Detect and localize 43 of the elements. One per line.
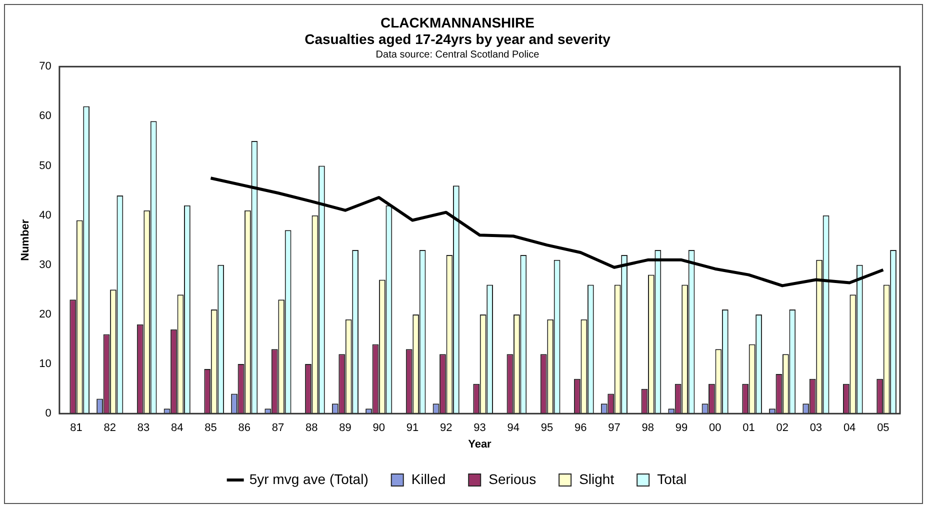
x-tick-label: 87 <box>272 422 284 434</box>
x-tick-label: 03 <box>810 422 822 434</box>
x-tick-label: 86 <box>238 422 250 434</box>
legend-label: Total <box>657 470 687 487</box>
y-tick-label: 60 <box>39 110 52 122</box>
x-tick-label: 96 <box>574 422 587 434</box>
source-note: Data source: Central Scotland Police <box>376 49 540 60</box>
x-tick-label: 99 <box>675 422 688 434</box>
legend-label: Serious <box>488 470 536 487</box>
y-tick-label: 0 <box>45 408 52 420</box>
x-tick-label: 92 <box>440 422 452 434</box>
x-tick-label: 90 <box>372 422 385 434</box>
x-tick-label: 84 <box>170 422 184 434</box>
x-tick-label: 95 <box>540 422 554 434</box>
x-tick-label: 93 <box>474 422 486 434</box>
x-tick-label: 89 <box>339 422 352 434</box>
x-tick-label: 82 <box>104 422 116 434</box>
legend-label: 5yr mvg ave (Total) <box>249 470 368 487</box>
x-tick-label: 02 <box>776 422 788 434</box>
x-tick-label: 88 <box>305 422 318 434</box>
x-tick-label: 05 <box>877 422 890 434</box>
x-tick-label: 97 <box>608 422 620 434</box>
y-tick-label: 20 <box>39 308 52 320</box>
y-tick-label: 70 <box>39 60 52 73</box>
x-axis-title: Year <box>468 438 492 450</box>
x-tick-label: 81 <box>70 422 82 434</box>
x-tick-label: 94 <box>507 422 520 434</box>
chart-title: CLACKMANNANSHIRE <box>380 14 534 30</box>
chart-subtitle: Casualties aged 17-24yrs by year and severity <box>304 31 611 48</box>
y-axis-title: Number <box>20 218 32 261</box>
x-tick-label: 83 <box>137 422 150 434</box>
x-tick-label: 91 <box>406 422 419 434</box>
x-tick-label: 00 <box>708 422 722 434</box>
x-tick-label: 01 <box>742 422 755 434</box>
legend-label: Killed <box>411 470 446 487</box>
y-tick-label: 10 <box>39 358 52 370</box>
x-tick-label: 85 <box>204 422 217 434</box>
y-tick-label: 30 <box>39 258 52 271</box>
x-tick-label: 04 <box>843 422 856 434</box>
legend-label: Slight <box>579 470 614 487</box>
y-tick-label: 40 <box>39 209 52 222</box>
x-tick-label: 98 <box>642 422 654 434</box>
y-tick-label: 50 <box>39 160 52 172</box>
